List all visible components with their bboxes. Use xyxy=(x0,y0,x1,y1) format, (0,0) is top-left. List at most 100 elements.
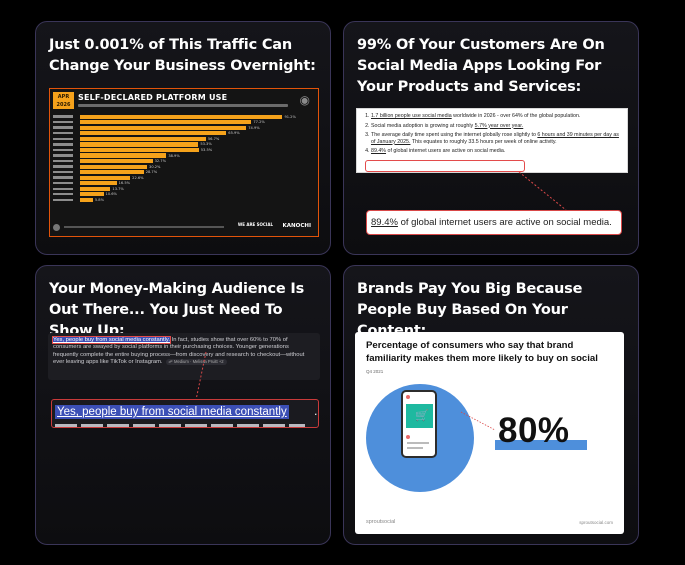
report-chart: APR 2026 SELF-DECLARED PLATFORM USE ◉ 91… xyxy=(49,88,319,237)
callout-link[interactable]: 89.4% xyxy=(371,217,398,228)
bar-label-placeholder xyxy=(53,198,73,201)
bar-label-placeholder xyxy=(53,187,73,190)
bar xyxy=(80,175,131,180)
bar-chart: 91.2% 77.2% 74.9% 65.9% 56.7% 53.3% 53.5% 38.9%… xyxy=(53,114,315,203)
profile-dot xyxy=(406,395,410,399)
stat-pre: The average daily time spent using the i… xyxy=(371,132,538,139)
text-line xyxy=(407,442,429,444)
bar-value: 53.3% xyxy=(200,142,212,147)
bar-row: 77.2% xyxy=(53,120,315,126)
sprout-infographic: Percentage of consumers who say that bra… xyxy=(355,332,624,534)
bar xyxy=(80,142,199,147)
bar-value: 77.2% xyxy=(253,120,265,125)
card-title: Just 0.001% of This Traffic Can Change Y… xyxy=(49,37,316,74)
bar-row: 56.7% xyxy=(53,136,315,142)
bar xyxy=(80,136,206,141)
bar-value: 28.7% xyxy=(145,170,158,175)
callout-highlight[interactable]: Yes, people buy from social media consta… xyxy=(55,405,289,419)
bar xyxy=(80,147,199,153)
report-date-year: 2026 xyxy=(56,102,71,108)
bar-label-placeholder xyxy=(53,132,73,135)
stat-item: 89.4% of global internet users are activ… xyxy=(371,148,621,154)
quote-box: Yes, people buy from social media consta… xyxy=(48,333,320,380)
globe-icon: ◉ xyxy=(299,93,310,107)
bar-row: 30.2% xyxy=(53,164,315,170)
bar-row: 65.9% xyxy=(53,131,315,137)
bar xyxy=(80,153,167,158)
bar-label-placeholder xyxy=(53,120,73,124)
bar-label-placeholder xyxy=(53,181,73,185)
bar-label-placeholder xyxy=(53,159,73,163)
bar-label-placeholder xyxy=(53,165,73,168)
report-subtitle-placeholder xyxy=(78,104,288,107)
bar xyxy=(80,131,227,136)
bar-label-placeholder xyxy=(53,176,73,179)
bar-row: 38.9% xyxy=(53,153,315,159)
stat-link[interactable]: 89.4% xyxy=(371,148,387,155)
report-date: APR 2026 xyxy=(53,92,74,109)
stat-link[interactable]: 6 hours and 39 minutes per day as of Jan… xyxy=(371,132,619,145)
brand-we-are-social: WE ARE SOCIAL xyxy=(237,222,273,227)
bar-label-placeholder xyxy=(53,193,73,196)
footer-note-placeholder xyxy=(64,226,224,228)
bar xyxy=(80,114,283,119)
sprout-logo: sproutsocial xyxy=(366,519,396,525)
percent-value: 80% xyxy=(498,411,570,450)
stat-item: The average daily time spent using the i… xyxy=(371,132,621,145)
sprout-url: sproutsocial.com xyxy=(579,520,613,525)
bar-row: 28.7% xyxy=(53,169,315,175)
bar-value: 16.5% xyxy=(118,181,131,186)
bar-value: 30.2% xyxy=(149,164,161,169)
card-title: 99% Of Your Customers Are On Social Medi… xyxy=(357,37,605,95)
stat-link[interactable]: 1.7 billion people use social media xyxy=(371,113,452,119)
bar-label-placeholder xyxy=(53,126,73,129)
quote-callout: Yes, people buy from social media consta… xyxy=(51,399,319,428)
bar-row: 10.6% xyxy=(53,192,315,198)
bar-value: 13.7% xyxy=(112,186,124,191)
connector-line xyxy=(460,411,496,431)
quote-text: In fact, studies show that over 60% to 7… xyxy=(53,337,305,365)
bar-label-placeholder xyxy=(53,154,73,157)
bar-row: 16.5% xyxy=(53,181,315,187)
stat-post: This equates to roughly 33.5 hours per w… xyxy=(410,138,557,145)
card-audience: Your Money-Making Audience Is Out There.… xyxy=(35,265,331,545)
bar-value: 10.6% xyxy=(105,192,117,197)
stat-pre: Social media adoption is growing at roug… xyxy=(371,122,475,129)
bar-row: 22.6% xyxy=(53,175,315,181)
link-icon: ☍ xyxy=(168,358,174,364)
bar xyxy=(80,125,247,130)
bar xyxy=(80,192,104,197)
cut-off-text-placeholder xyxy=(55,424,305,427)
bar-row: 13.7% xyxy=(53,186,315,192)
bar-row: 32.7% xyxy=(53,158,315,164)
bar-value: 22.6% xyxy=(132,175,144,180)
bar-value: 74.9% xyxy=(248,125,260,130)
infographic-headline: Percentage of consumers who say that bra… xyxy=(366,340,598,364)
bar-label-placeholder xyxy=(53,137,73,140)
card-traffic: Just 0.001% of This Traffic Can Change Y… xyxy=(35,21,331,255)
bar-value: 65.9% xyxy=(228,131,240,136)
report-date-month: APR xyxy=(57,94,70,100)
report-title: SELF-DECLARED PLATFORM USE xyxy=(78,93,228,102)
bar-row: 91.2% xyxy=(53,114,315,120)
heart-icon xyxy=(406,435,410,439)
bar-value: 53.5% xyxy=(200,147,213,152)
stat-link[interactable]: 5.7% year over year. xyxy=(474,122,524,129)
stats-list-box: 1.7 billion people use social media worl… xyxy=(356,108,628,173)
card-brands: Brands Pay You Big Because People Buy Ba… xyxy=(343,265,639,545)
text-line xyxy=(407,447,423,449)
callout-text: of global internet users are active on s… xyxy=(397,217,612,228)
bar-value: 56.7% xyxy=(207,136,220,141)
bar-label-placeholder xyxy=(53,170,73,174)
bar xyxy=(80,197,93,202)
source-label: Medium · Melissa Pruitt +2 xyxy=(173,358,224,364)
stat-item: Social media adoption is growing at roug… xyxy=(371,123,621,129)
source-chip[interactable]: ☍ Medium · Melissa Pruitt +2 xyxy=(165,358,227,365)
bar-row: 5.8% xyxy=(53,197,315,203)
connector-line xyxy=(195,351,207,401)
cart-icon: 🛒 xyxy=(415,409,429,422)
bar xyxy=(80,181,117,186)
bar-value: 32.7% xyxy=(154,159,167,164)
quote-highlight[interactable]: Yes, people buy from social media consta… xyxy=(52,336,171,344)
report-footer: WE ARE SOCIAL KANOCHI xyxy=(53,223,315,232)
